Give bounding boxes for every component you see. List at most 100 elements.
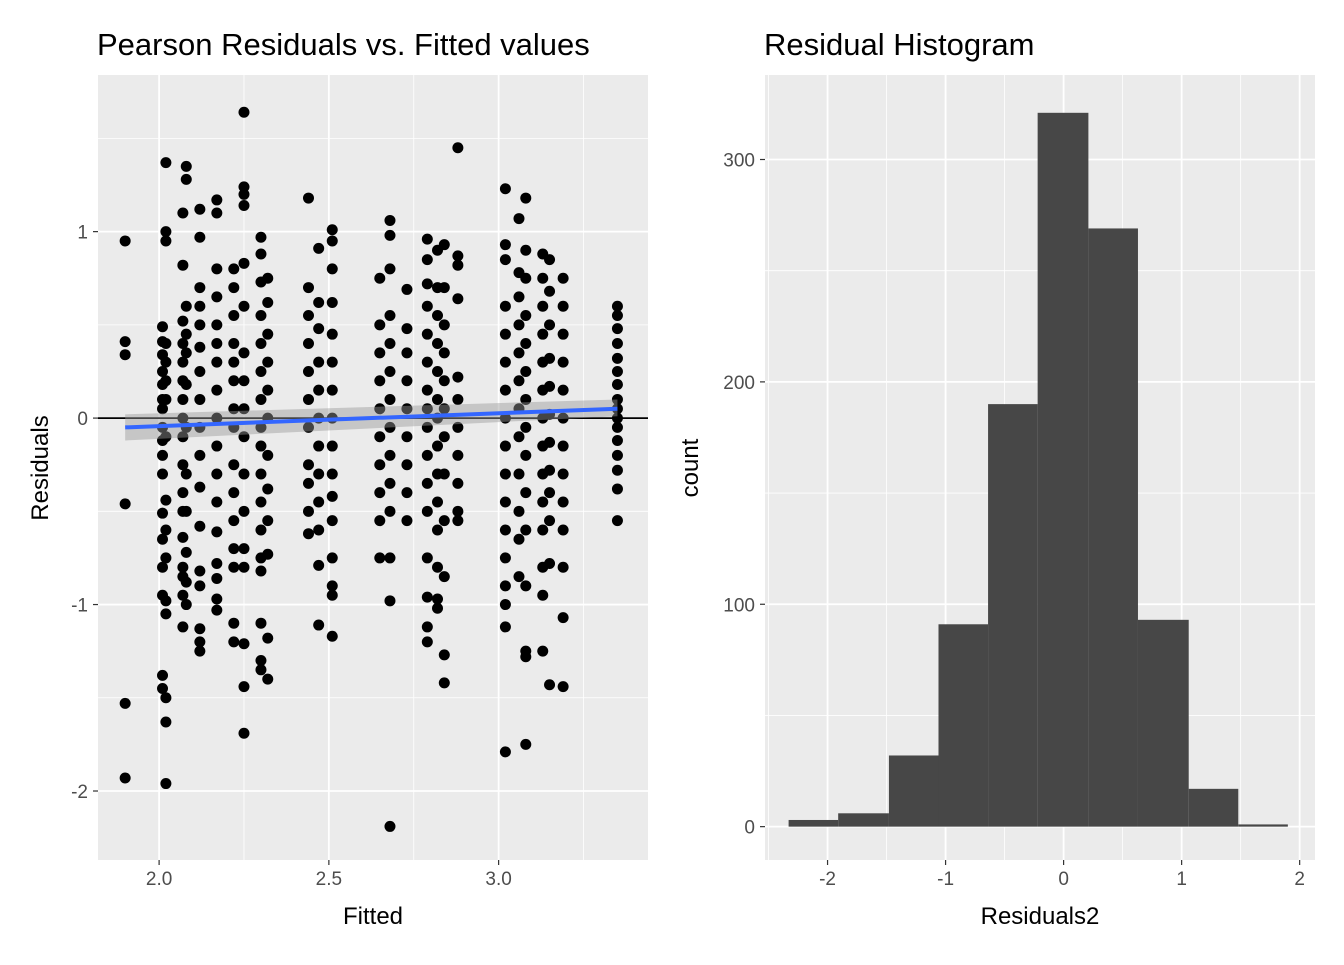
data-point xyxy=(302,477,314,489)
scatter-x-axis-label: Fitted xyxy=(343,903,403,930)
data-point xyxy=(211,412,223,424)
data-point xyxy=(520,365,532,377)
data-point xyxy=(238,543,250,555)
data-point xyxy=(499,412,511,424)
data-point xyxy=(421,254,433,266)
data-point xyxy=(432,593,444,605)
data-point xyxy=(302,459,314,471)
data-point xyxy=(262,548,274,560)
data-point xyxy=(302,505,314,517)
data-point xyxy=(438,649,450,661)
data-point xyxy=(326,263,338,275)
scatter-y-axis-label: Residuals xyxy=(27,415,54,520)
data-point xyxy=(384,393,396,405)
histogram-y-axis-label: count xyxy=(677,438,704,497)
data-point xyxy=(326,552,338,564)
data-point xyxy=(374,552,386,564)
data-point xyxy=(160,524,172,536)
data-point xyxy=(438,319,450,331)
data-point xyxy=(374,347,386,359)
data-point xyxy=(180,505,192,517)
data-point xyxy=(438,677,450,689)
data-point xyxy=(238,300,250,312)
data-point xyxy=(194,449,206,461)
data-point xyxy=(611,310,623,322)
data-point xyxy=(211,338,223,350)
histogram-bar xyxy=(1137,619,1189,827)
data-point xyxy=(421,300,433,312)
data-point xyxy=(499,440,511,452)
data-point xyxy=(238,468,250,480)
data-point xyxy=(544,515,556,527)
data-point xyxy=(313,356,325,368)
data-point xyxy=(537,524,549,536)
data-point xyxy=(557,612,569,624)
data-point xyxy=(557,356,569,368)
data-point xyxy=(421,328,433,340)
y-tick-label: 100 xyxy=(723,595,755,616)
data-point xyxy=(432,561,444,573)
data-point xyxy=(157,321,169,333)
data-point xyxy=(499,468,511,480)
data-point xyxy=(177,356,189,368)
data-point xyxy=(384,552,396,564)
data-point xyxy=(611,352,623,364)
data-point xyxy=(313,496,325,508)
data-point xyxy=(374,431,386,443)
y-tick-label: 0 xyxy=(77,409,88,430)
data-point xyxy=(228,459,240,471)
histogram-title: Residual Histogram xyxy=(764,27,1035,62)
data-point xyxy=(452,393,464,405)
data-point xyxy=(537,496,549,508)
data-point xyxy=(180,546,192,558)
data-point xyxy=(326,356,338,368)
data-point xyxy=(421,278,433,290)
data-point xyxy=(177,561,189,573)
data-point xyxy=(384,595,396,607)
data-point xyxy=(313,619,325,631)
data-point xyxy=(421,477,433,489)
data-point xyxy=(557,300,569,312)
data-point xyxy=(611,338,623,350)
data-point xyxy=(255,231,267,243)
data-point xyxy=(544,254,556,266)
data-point xyxy=(238,200,250,212)
data-point xyxy=(255,440,267,452)
data-point xyxy=(302,282,314,294)
data-point xyxy=(513,505,525,517)
data-point xyxy=(438,468,450,480)
data-point xyxy=(228,561,240,573)
data-point xyxy=(452,515,464,527)
data-point xyxy=(326,384,338,396)
data-point xyxy=(432,524,444,536)
data-point xyxy=(228,375,240,387)
data-point xyxy=(228,310,240,322)
data-point xyxy=(313,296,325,308)
data-point xyxy=(160,235,172,247)
data-point xyxy=(520,244,532,256)
data-point xyxy=(177,621,189,633)
data-point xyxy=(611,464,623,476)
histogram-bar xyxy=(1188,788,1239,827)
data-point xyxy=(313,384,325,396)
data-point xyxy=(194,623,206,635)
data-point xyxy=(180,300,192,312)
data-point xyxy=(557,384,569,396)
data-point xyxy=(544,464,556,476)
data-point xyxy=(180,468,192,480)
data-point xyxy=(499,552,511,564)
data-point xyxy=(262,384,274,396)
data-point xyxy=(432,338,444,350)
data-point xyxy=(255,496,267,508)
data-point xyxy=(313,468,325,480)
data-point xyxy=(326,328,338,340)
data-point xyxy=(160,226,172,238)
data-point xyxy=(326,580,338,592)
data-point xyxy=(238,727,250,739)
data-point xyxy=(157,449,169,461)
data-point xyxy=(374,272,386,284)
data-point xyxy=(421,421,433,433)
data-point xyxy=(255,617,267,629)
data-point xyxy=(262,272,274,284)
histogram-bar xyxy=(1037,112,1089,827)
